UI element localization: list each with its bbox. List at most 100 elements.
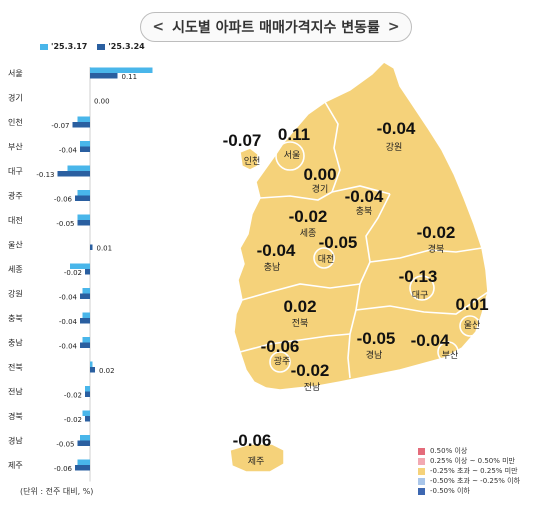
map-legend: 0.50% 이상 0.25% 이상 ~ 0.50% 미만 -0.25% 초과 ~… bbox=[418, 446, 520, 496]
value-label: -0.07 bbox=[51, 122, 69, 130]
bar-prev bbox=[67, 165, 90, 171]
bar-curr bbox=[80, 342, 90, 348]
border-busan bbox=[437, 341, 459, 363]
map-value-daejeon: -0.05 bbox=[319, 233, 358, 252]
bar-chart: 서울 0.11 경기 0.00 인천 -0.07 부산 -0.04 대구 -0.13 광주 -0.06… bbox=[8, 67, 153, 482]
category-label: 울산 bbox=[8, 240, 23, 250]
legend-swatch-prev bbox=[40, 43, 48, 50]
map-name-gwangju: 광주 bbox=[274, 355, 291, 366]
map-legend-row: 0.50% 이상 bbox=[418, 446, 520, 456]
value-label: -0.13 bbox=[36, 171, 54, 179]
bar-prev bbox=[90, 361, 93, 367]
map-name-daegu: 대구 bbox=[412, 290, 429, 300]
bar-prev bbox=[82, 337, 90, 343]
map-name-seoul: 서울 bbox=[284, 150, 301, 160]
chevron-left-icon: < bbox=[152, 19, 165, 35]
value-label: -0.05 bbox=[56, 441, 74, 449]
value-label: -0.05 bbox=[56, 220, 74, 228]
map-legend-swatch bbox=[418, 477, 425, 485]
map-legend-swatch bbox=[418, 487, 425, 495]
korea-map: -0.07 인천 0.11 서울 0.00 경기 -0.04 강원 -0.04 … bbox=[223, 61, 489, 473]
value-label: -0.04 bbox=[59, 147, 78, 155]
legend-label-prev: '25.3.17 bbox=[51, 42, 88, 51]
series-legend: '25.3.17 '25.3.24 bbox=[40, 42, 145, 51]
map-legend-row: -0.50% 이하 bbox=[418, 486, 520, 496]
value-label: -0.02 bbox=[64, 269, 82, 277]
region-borders bbox=[239, 101, 489, 379]
map-legend-swatch bbox=[418, 447, 425, 455]
map-name-ulsan: 울산 bbox=[464, 320, 481, 330]
value-label: 0.01 bbox=[97, 245, 113, 253]
bar-curr bbox=[90, 367, 95, 373]
bar-curr bbox=[85, 391, 90, 397]
map-value-gyeongnam: -0.05 bbox=[357, 329, 396, 348]
border-gyeongnam-east bbox=[355, 291, 489, 315]
value-label: -0.04 bbox=[59, 318, 78, 326]
map-name-incheon: 인천 bbox=[244, 156, 261, 166]
map-value-seoul: 0.11 bbox=[278, 125, 310, 144]
value-label: -0.06 bbox=[54, 465, 73, 473]
category-label: 광주 bbox=[8, 191, 23, 201]
bar-curr bbox=[75, 195, 90, 201]
legend-item-prev: '25.3.17 bbox=[40, 42, 87, 51]
map-legend-swatch bbox=[418, 467, 425, 475]
category-label: 경남 bbox=[8, 436, 23, 446]
bar-curr bbox=[77, 440, 90, 446]
border-gyeonggi-gangwon bbox=[324, 101, 341, 193]
map-name-gyeongnam: 경남 bbox=[366, 349, 383, 360]
map-value-ulsan: 0.01 bbox=[455, 295, 488, 314]
category-label: 경기 bbox=[8, 93, 23, 103]
bar-prev bbox=[77, 116, 90, 122]
bar-prev bbox=[70, 263, 90, 269]
map-name-gyeonggi: 경기 bbox=[312, 183, 329, 194]
value-label: -0.02 bbox=[64, 392, 82, 400]
bar-curr bbox=[90, 73, 118, 79]
bar-curr bbox=[72, 122, 90, 128]
map-legend-label: -0.50% 초과 ~ -0.25% 이하 bbox=[430, 477, 521, 485]
bar-prev bbox=[77, 214, 90, 220]
value-label: 0.11 bbox=[122, 73, 138, 81]
map-value-gyeonggi: 0.00 bbox=[303, 165, 336, 184]
value-label: -0.02 bbox=[64, 416, 82, 424]
category-label: 충남 bbox=[8, 339, 23, 348]
bar-curr bbox=[80, 293, 90, 299]
map-name-daejeon: 대전 bbox=[318, 254, 335, 264]
legend-label-curr: '25.3.24 bbox=[108, 42, 145, 51]
category-label: 부산 bbox=[8, 142, 23, 152]
border-ulsan bbox=[459, 315, 481, 337]
map-name-chungbuk: 충북 bbox=[356, 206, 373, 216]
border-gyeonggi-south bbox=[259, 185, 391, 201]
map-legend-row: 0.25% 이상 ~ 0.50% 미만 bbox=[418, 456, 520, 466]
category-label: 전남 bbox=[8, 387, 23, 397]
border-daejeon bbox=[313, 247, 335, 269]
map-value-gyeongbuk: -0.02 bbox=[417, 223, 456, 242]
value-label: -0.04 bbox=[59, 343, 78, 351]
value-label: -0.04 bbox=[59, 294, 78, 302]
map-name-sejong: 세종 bbox=[300, 228, 317, 238]
map-value-incheon: -0.07 bbox=[223, 131, 262, 150]
map-legend-label: 0.50% 이상 bbox=[430, 447, 468, 455]
bar-prev bbox=[77, 190, 90, 196]
map-value-chungbuk: -0.04 bbox=[345, 187, 384, 206]
map-value-busan: -0.04 bbox=[411, 331, 450, 350]
map-labels: -0.07 인천 0.11 서울 0.00 경기 -0.04 강원 -0.04 … bbox=[223, 119, 489, 466]
category-label: 대구 bbox=[8, 167, 23, 176]
category-label: 세종 bbox=[8, 265, 23, 274]
map-legend-label: -0.50% 이하 bbox=[430, 487, 470, 495]
unit-note: (단위 : 전주 대비, %) bbox=[20, 487, 94, 496]
map-value-sejong: -0.02 bbox=[289, 207, 328, 226]
region-incheon bbox=[239, 147, 259, 171]
border-daegu bbox=[409, 275, 435, 301]
map-value-gwangju: -0.06 bbox=[261, 337, 300, 356]
map-legend-row: -0.25% 초과 ~ 0.25% 미만 bbox=[418, 466, 520, 476]
border-seoul bbox=[275, 141, 305, 171]
map-name-busan: 부산 bbox=[442, 350, 459, 360]
bar-prev bbox=[82, 312, 90, 318]
legend-item-curr: '25.3.24 bbox=[97, 42, 145, 51]
map-legend-swatch bbox=[418, 457, 425, 465]
map-name-jeju: 제주 bbox=[248, 456, 265, 466]
border-jeonnam bbox=[239, 333, 351, 353]
map-legend-row: -0.50% 초과 ~ -0.25% 이하 bbox=[418, 476, 520, 486]
map-name-gangwon: 강원 bbox=[386, 142, 403, 152]
bar-curr bbox=[85, 269, 90, 275]
